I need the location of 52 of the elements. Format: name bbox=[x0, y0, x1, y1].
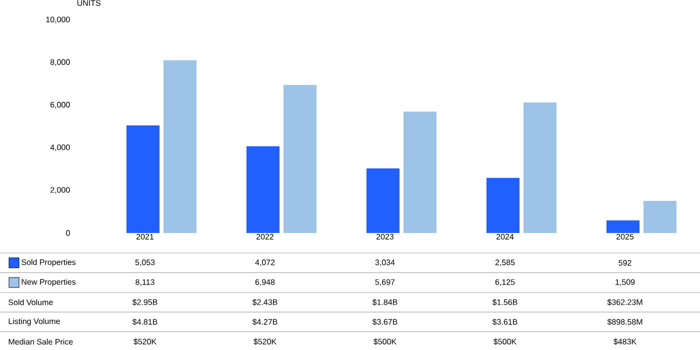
text: Listing Volume bbox=[8, 318, 60, 326]
data-label: 3,034 bbox=[375, 260, 395, 266]
bar bbox=[486, 178, 520, 233]
text: $520K bbox=[254, 338, 276, 345]
bar bbox=[126, 125, 160, 233]
bar bbox=[404, 112, 437, 233]
data-label: 6,948 bbox=[255, 279, 275, 286]
legend-label: Sold Properties bbox=[22, 259, 76, 267]
y-axis-title: UNITS bbox=[77, 0, 100, 6]
text: Median Sale Price bbox=[8, 338, 73, 345]
y-tick-label: 2,000 bbox=[50, 187, 70, 194]
text: $4.27B bbox=[252, 318, 278, 326]
bar bbox=[606, 220, 640, 233]
x-tick-label: 2025 bbox=[616, 234, 634, 240]
text: $362.23M bbox=[607, 299, 642, 306]
bar bbox=[164, 60, 197, 233]
data-label: 6,125 bbox=[495, 279, 515, 286]
x-tick-label: 2022 bbox=[256, 234, 274, 240]
x-tick-label: 2024 bbox=[496, 234, 514, 240]
data-label: 4,072 bbox=[255, 260, 275, 266]
text: $2.95B bbox=[132, 299, 158, 306]
bar bbox=[366, 168, 400, 233]
text: $1.84B bbox=[372, 299, 398, 306]
y-tick-label: 4,000 bbox=[50, 144, 70, 152]
x-tick-label: 2021 bbox=[136, 234, 154, 240]
bar bbox=[644, 200, 677, 233]
text: $2.43B bbox=[252, 299, 278, 306]
data-label: 5,053 bbox=[135, 260, 155, 266]
data-label: 8,113 bbox=[136, 279, 154, 286]
y-tick-label: 6,000 bbox=[50, 102, 70, 108]
text: $4.81B bbox=[132, 318, 158, 326]
y-tick-label: 0 bbox=[66, 230, 70, 236]
text: $483K bbox=[614, 338, 636, 345]
bar bbox=[246, 146, 280, 233]
text: $520K bbox=[134, 338, 156, 345]
text: Sold Volume bbox=[8, 299, 53, 306]
data-label: 2,585 bbox=[495, 260, 515, 266]
legend-label: New Properties bbox=[22, 278, 76, 286]
y-tick-label: 8,000 bbox=[50, 59, 70, 66]
x-tick-label: 2023 bbox=[376, 234, 394, 240]
text: $1.56B bbox=[492, 299, 518, 306]
text: $3.61B bbox=[492, 318, 518, 326]
text: $3.67B bbox=[372, 318, 398, 326]
bar bbox=[524, 102, 557, 233]
text: $898.58M bbox=[607, 318, 642, 326]
data-label: 592 bbox=[618, 260, 632, 266]
text: $500K bbox=[374, 338, 396, 345]
bar bbox=[284, 85, 317, 233]
text: $500K bbox=[494, 338, 516, 345]
data-label: 5,697 bbox=[375, 279, 395, 286]
data-label: 1,509 bbox=[616, 279, 635, 286]
y-tick-label: 10,000 bbox=[46, 16, 70, 24]
